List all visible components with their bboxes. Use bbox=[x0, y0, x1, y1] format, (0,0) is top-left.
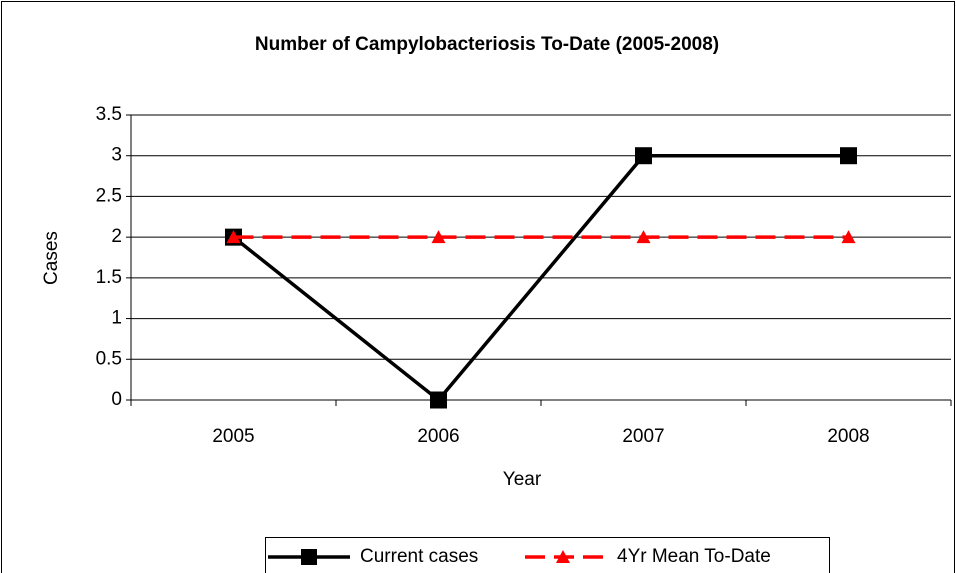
x-tick-label: 2008 bbox=[827, 426, 869, 447]
y-tick-label: 0.5 bbox=[96, 348, 122, 369]
marker bbox=[636, 230, 651, 244]
marker bbox=[431, 230, 446, 244]
marker bbox=[840, 147, 857, 165]
x-tick-label: 2006 bbox=[417, 426, 459, 447]
marker bbox=[226, 230, 241, 244]
x-tick-label: 2007 bbox=[622, 426, 664, 447]
y-tick-label: 3 bbox=[111, 145, 122, 166]
series-line bbox=[232, 153, 849, 403]
y-tick-label: 2 bbox=[111, 226, 122, 247]
legend-marker bbox=[301, 549, 317, 565]
marker bbox=[430, 391, 447, 409]
y-tick-label: 1 bbox=[111, 308, 122, 329]
legend-marker bbox=[556, 550, 570, 563]
y-axis-label: Cases bbox=[41, 231, 62, 285]
x-axis-label: Year bbox=[503, 469, 542, 490]
y-tick-label: 2.5 bbox=[96, 185, 122, 206]
marker bbox=[635, 147, 652, 165]
x-tick-label: 2005 bbox=[212, 426, 254, 447]
legend-box bbox=[265, 537, 830, 573]
y-tick-label: 3.5 bbox=[96, 104, 122, 125]
chart-title: Number of Campylobacteriosis To-Date (20… bbox=[255, 34, 719, 55]
legend-label: 4Yr Mean To-Date bbox=[617, 546, 771, 567]
y-tick-label: 1.5 bbox=[96, 267, 122, 288]
legend-label: Current cases bbox=[360, 546, 478, 567]
marker bbox=[841, 230, 856, 244]
y-tick-label: 0 bbox=[111, 389, 122, 410]
